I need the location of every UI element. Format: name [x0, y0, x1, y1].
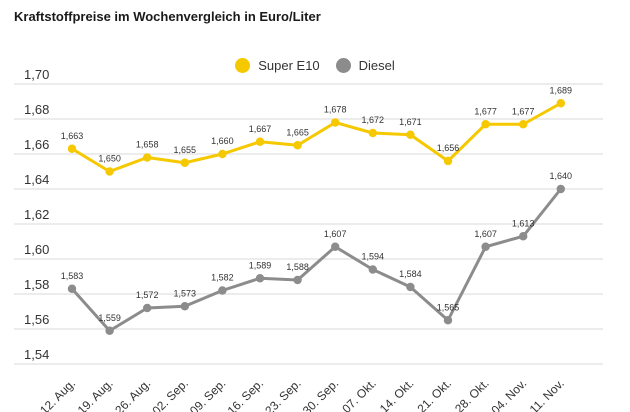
data-label-diesel: 1,573 — [174, 288, 197, 298]
chart-legend: Super E10 Diesel — [0, 58, 630, 73]
x-tick-label: 30. Sep. — [300, 376, 342, 412]
data-point-diesel — [255, 274, 265, 283]
y-tick-label: 1,58 — [24, 277, 49, 292]
x-tick-label: 28. Okt. — [452, 376, 492, 412]
legend-item-super-e10: Super E10 — [235, 58, 320, 73]
x-tick-label: 11. Nov. — [527, 376, 567, 412]
data-label-super-e10: 1,677 — [474, 106, 497, 116]
data-label-diesel: 1,565 — [437, 302, 460, 312]
data-point-diesel — [331, 242, 340, 251]
data-label-super-e10: 1,672 — [362, 115, 385, 125]
y-tick-label: 1,64 — [24, 172, 49, 187]
data-point-super-e10 — [331, 118, 340, 127]
legend-label-diesel: Diesel — [358, 58, 395, 73]
data-label-diesel: 1,572 — [136, 290, 159, 300]
y-tick-label: 1,68 — [24, 102, 49, 117]
data-point-super-e10 — [443, 156, 453, 166]
data-point-diesel — [218, 286, 227, 295]
legend-dot-super-e10 — [235, 58, 251, 73]
x-tick-label: 12. Aug. — [37, 376, 78, 412]
data-point-diesel — [519, 232, 528, 241]
data-label-diesel: 1,559 — [98, 313, 121, 323]
data-label-super-e10: 1,655 — [174, 145, 197, 155]
data-point-super-e10 — [67, 144, 77, 153]
x-tick-label: 02. Sep. — [149, 376, 191, 412]
data-point-super-e10 — [180, 158, 189, 167]
data-point-diesel — [143, 303, 152, 313]
x-tick-label: 14. Okt. — [377, 376, 417, 412]
data-label-super-e10: 1,660 — [211, 136, 234, 146]
y-tick-label: 1,54 — [24, 347, 49, 362]
data-label-diesel: 1,582 — [211, 273, 234, 283]
x-tick-label: 04. Nov. — [488, 376, 529, 412]
data-point-diesel — [180, 302, 189, 311]
data-label-super-e10: 1,658 — [136, 140, 159, 150]
data-label-super-e10: 1,689 — [550, 85, 573, 95]
data-label-super-e10: 1,665 — [286, 127, 309, 137]
data-label-diesel: 1,607 — [474, 229, 497, 239]
x-tick-label: 19. Aug. — [75, 376, 116, 412]
data-point-super-e10 — [368, 128, 377, 138]
data-point-super-e10 — [481, 120, 490, 129]
chart-title: Kraftstoffpreise im Wochenvergleich in E… — [14, 9, 321, 24]
data-label-diesel: 1,607 — [324, 229, 347, 239]
data-label-diesel: 1,594 — [362, 252, 385, 262]
series-line-diesel — [70, 188, 562, 333]
legend-label-super-e10: Super E10 — [258, 58, 320, 73]
data-point-diesel — [556, 184, 565, 194]
x-tick-label: 09. Sep. — [187, 376, 229, 412]
series-line-super-e10 — [71, 101, 562, 173]
legend-dot-diesel — [335, 58, 351, 73]
legend-item-diesel: Diesel — [335, 58, 395, 73]
data-label-super-e10: 1,656 — [437, 143, 460, 153]
data-point-diesel — [443, 316, 453, 325]
data-label-diesel: 1,640 — [550, 171, 573, 181]
data-point-super-e10 — [218, 149, 227, 159]
data-label-diesel: 1,613 — [512, 218, 535, 228]
data-label-super-e10: 1,650 — [98, 154, 121, 164]
data-label-diesel: 1,584 — [399, 269, 422, 279]
y-tick-label: 1,70 — [24, 67, 49, 82]
data-label-diesel: 1,583 — [61, 271, 84, 281]
x-tick-label: 21. Okt. — [415, 376, 455, 412]
data-point-super-e10 — [143, 153, 152, 162]
y-tick-label: 1,66 — [24, 137, 49, 152]
data-point-super-e10 — [519, 120, 528, 129]
data-label-diesel: 1,589 — [249, 260, 272, 270]
data-point-diesel — [406, 282, 415, 292]
y-tick-label: 1,62 — [24, 207, 49, 222]
data-point-super-e10 — [293, 141, 302, 150]
data-label-super-e10: 1,678 — [324, 105, 347, 115]
data-point-super-e10 — [255, 137, 265, 146]
data-point-super-e10 — [556, 99, 565, 108]
data-point-diesel — [105, 326, 114, 335]
data-point-diesel — [293, 275, 302, 285]
data-label-super-e10: 1,667 — [249, 124, 272, 134]
data-label-super-e10: 1,671 — [399, 117, 422, 127]
data-point-diesel — [481, 242, 490, 251]
y-tick-label: 1,60 — [24, 242, 49, 257]
data-label-super-e10: 1,677 — [512, 106, 535, 116]
data-point-diesel — [368, 265, 377, 274]
data-point-super-e10 — [406, 130, 415, 139]
data-point-super-e10 — [105, 167, 114, 176]
data-label-diesel: 1,588 — [286, 262, 309, 272]
x-tick-label: 16. Sep. — [225, 376, 267, 412]
x-tick-label: 07. Okt. — [339, 376, 379, 412]
data-point-diesel — [67, 284, 77, 293]
x-tick-label: 26. Aug. — [112, 376, 153, 412]
data-label-super-e10: 1,663 — [61, 131, 84, 141]
y-tick-label: 1,56 — [24, 312, 49, 327]
x-tick-label: 23. Sep. — [262, 376, 304, 412]
